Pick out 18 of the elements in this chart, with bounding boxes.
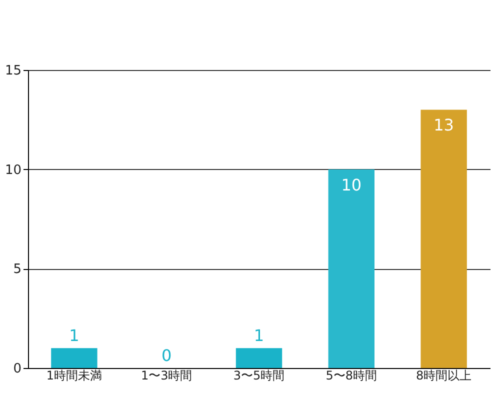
data-label: 1 [254, 326, 264, 346]
bar [236, 348, 282, 368]
data-label: 0 [162, 346, 172, 365]
x-tick-label: 1〜3時間 [140, 368, 192, 382]
data-label: 13 [434, 116, 454, 135]
data-label: 10 [341, 175, 362, 194]
data-label: 1 [69, 326, 80, 346]
bar [420, 110, 467, 368]
bar [51, 348, 98, 368]
y-tick-label: 10 [4, 162, 22, 178]
y-tick-label: 15 [4, 64, 22, 78]
y-tick-label: 0 [13, 362, 22, 376]
x-tick-label: 3〜5時間 [233, 368, 285, 382]
x-tick-label: 5〜8時間 [326, 368, 378, 382]
bar [328, 169, 374, 368]
y-tick-label: 5 [13, 262, 22, 278]
x-tick-label: 8時間以上 [416, 368, 472, 382]
x-tick-label: 1時間未満 [46, 368, 102, 382]
